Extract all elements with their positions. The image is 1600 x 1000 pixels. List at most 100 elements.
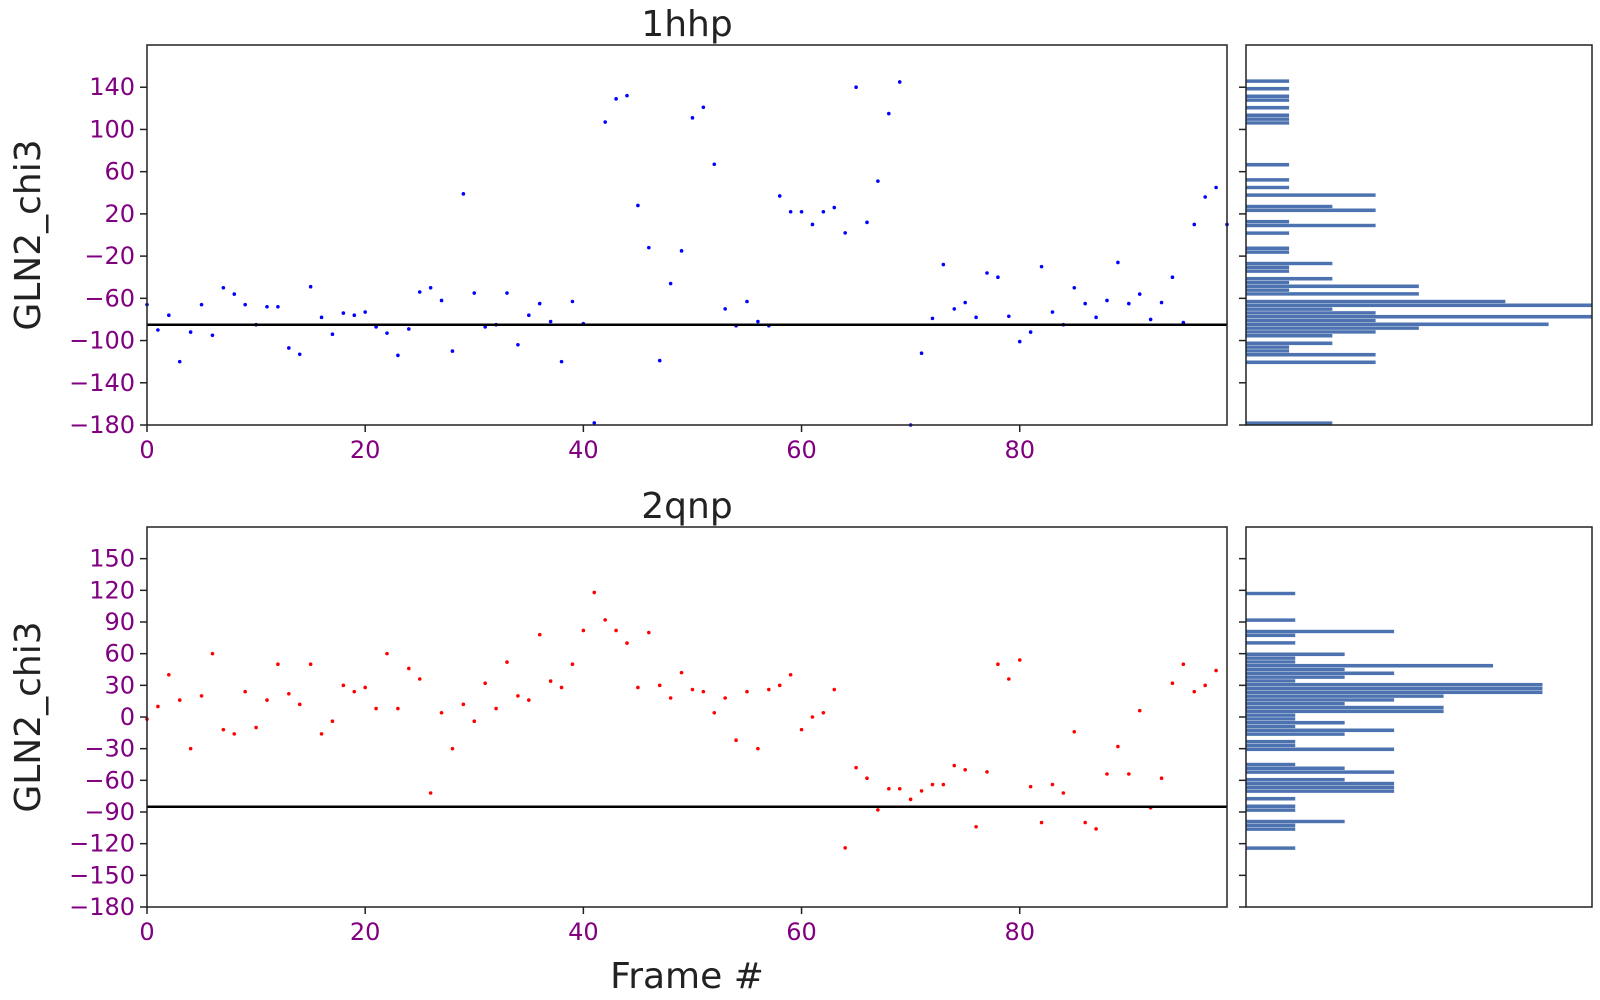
- histogram-bar: [1245, 204, 1333, 209]
- data-point: [952, 307, 957, 311]
- data-point: [385, 331, 389, 335]
- data-point: [428, 285, 433, 290]
- data-point: [265, 698, 269, 702]
- data-point: [439, 710, 444, 715]
- data-point: [396, 706, 400, 711]
- data-point: [177, 359, 182, 364]
- data-point: [330, 332, 335, 337]
- data-point: [461, 192, 466, 196]
- data-point: [1214, 668, 1218, 673]
- data-point: [210, 651, 215, 656]
- data-point: [352, 313, 357, 318]
- y-tick-label: 100: [89, 115, 135, 143]
- y-tick-label: −140: [69, 369, 135, 397]
- data-point: [1094, 315, 1098, 320]
- histogram-bar: [1245, 291, 1420, 296]
- data-point: [657, 358, 662, 363]
- data-point: [1050, 782, 1055, 787]
- data-point: [188, 330, 193, 334]
- data-point: [1170, 275, 1175, 280]
- histogram-bar: [1245, 345, 1290, 350]
- data-point: [996, 662, 1000, 667]
- data-point: [603, 120, 607, 124]
- data-point: [1148, 317, 1153, 322]
- data-point: [1181, 662, 1186, 667]
- histogram-bar: [1245, 120, 1290, 125]
- histogram-bar: [1245, 682, 1543, 687]
- data-point: [407, 327, 411, 331]
- histogram-bar: [1245, 823, 1296, 828]
- data-point: [1094, 827, 1098, 831]
- histogram-bar: [1245, 678, 1296, 683]
- data-point: [963, 767, 967, 772]
- data-point: [527, 313, 531, 318]
- histogram-bar: [1245, 808, 1296, 813]
- plot-frame: [146, 526, 1228, 908]
- data-point: [265, 304, 269, 309]
- histogram-bar: [1245, 98, 1290, 103]
- histogram-bar: [1245, 663, 1494, 668]
- data-point: [450, 746, 455, 751]
- histogram-bar: [1245, 314, 1593, 319]
- data-point: [330, 719, 335, 724]
- data-point: [1116, 260, 1120, 265]
- data-point: [1214, 185, 1218, 190]
- data-point: [1203, 683, 1207, 688]
- data-point: [908, 797, 913, 802]
- data-point: [232, 292, 237, 296]
- data-point: [188, 746, 193, 751]
- histogram-frame: [1245, 526, 1593, 908]
- data-point: [177, 698, 182, 702]
- data-point: [930, 316, 935, 321]
- data-point: [570, 299, 575, 304]
- data-point: [690, 687, 695, 692]
- data-point: [232, 732, 237, 736]
- histogram-bar: [1245, 720, 1346, 725]
- data-point: [341, 683, 346, 688]
- histogram-bar: [1245, 618, 1296, 623]
- data-point: [287, 346, 291, 350]
- x-tick-label: 40: [568, 918, 599, 946]
- data-point: [723, 696, 727, 700]
- histogram-bar: [1245, 739, 1296, 744]
- data-point: [974, 824, 978, 829]
- histogram-bar: [1245, 629, 1395, 634]
- data-point: [821, 209, 826, 214]
- data-point: [1072, 729, 1077, 734]
- histogram-bar: [1245, 640, 1296, 645]
- data-point: [887, 111, 891, 116]
- histogram-bar: [1245, 732, 1346, 737]
- data-point: [701, 105, 706, 110]
- histogram-bar: [1245, 827, 1296, 832]
- histogram-bar: [1245, 360, 1376, 365]
- data-point: [876, 179, 880, 183]
- histogram-bar: [1245, 276, 1333, 281]
- data-point: [472, 719, 477, 724]
- histogram-bar: [1245, 284, 1420, 289]
- data-point: [156, 704, 160, 709]
- x-tick-label: 80: [1004, 918, 1035, 946]
- data-point: [570, 662, 575, 667]
- data-point: [810, 715, 815, 719]
- histogram-bar: [1245, 86, 1290, 91]
- data-point: [516, 694, 520, 698]
- histogram-bar: [1245, 709, 1444, 714]
- data-point: [614, 97, 618, 101]
- histogram-bar: [1245, 208, 1376, 213]
- data-point: [897, 80, 902, 84]
- data-point: [854, 85, 858, 90]
- data-point: [614, 628, 618, 633]
- data-point: [592, 421, 597, 425]
- data-point: [647, 630, 651, 635]
- x-axis-label: Frame #: [610, 956, 764, 997]
- data-point: [647, 245, 651, 250]
- data-point: [865, 220, 869, 225]
- y-tick-label: 20: [104, 200, 135, 228]
- data-point: [439, 298, 444, 303]
- data-point: [821, 710, 826, 715]
- data-point: [799, 209, 804, 214]
- data-point: [636, 203, 640, 208]
- y-tick-label: −60: [84, 766, 135, 794]
- data-point: [472, 291, 477, 295]
- panel-1hhp: 1hhp GLN2_chi3 −180 −140 −100 −60 −20 20 60 100 14…: [8, 4, 1593, 464]
